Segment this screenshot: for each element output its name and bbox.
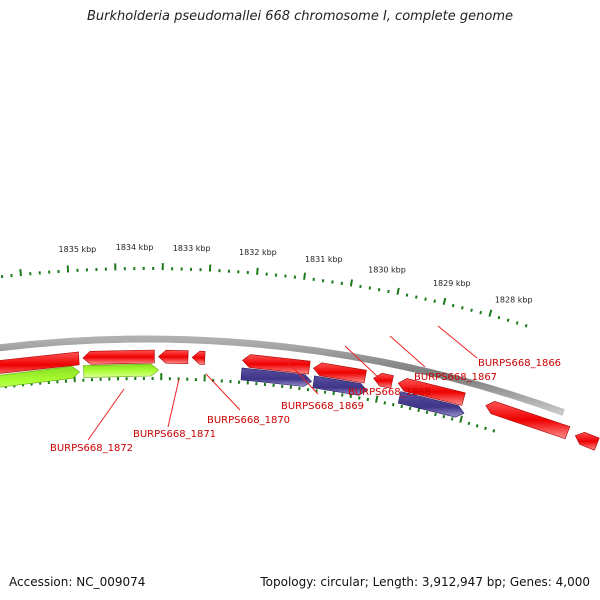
ruler-outer-ticks [0,263,528,328]
ruler-tick [459,415,463,423]
gene-arrow [0,365,81,388]
label-leader-line [87,388,125,441]
ruler-label: 1831 kbp [305,255,343,264]
ruler-tick [366,397,370,402]
ruler-tick [387,289,390,294]
ruler-tick [424,297,427,301]
ruler-tick [497,315,501,320]
ruler-tick [383,401,387,405]
ruler-tick [492,429,496,433]
label-leader-line [437,325,478,359]
ruler-tick [425,410,429,415]
ruler-tick [442,297,447,306]
ruler-tick [515,321,519,325]
map-title: Burkholderia pseudomallei 668 chromosome… [86,9,514,24]
ruler-tick [434,412,437,417]
label-leaders [87,325,478,441]
ruler-tick [341,393,344,397]
gene-label: BURPS668_1872 [50,443,133,454]
gene-arrow [158,349,189,365]
ruler-tick [256,267,259,275]
ruler-tick [442,414,446,419]
ruler-tick [19,269,22,277]
gene-arrow [191,350,206,365]
ruler-labels: 1828 kbp 1829 kbp 1830 kbp 1831 kbp 1832 kbp… [59,243,533,305]
ruler-tick [396,287,400,295]
gene-arrow [574,431,600,451]
gene-arrow [312,375,368,396]
ruler-tick [391,402,395,407]
ruler-tick [484,426,487,431]
gene-label: BURPS668_1869 [281,401,364,412]
gene-arrow [485,400,571,440]
ruler-label: 1830 kbp [368,265,406,274]
ruler-tick [451,303,455,308]
ruler-label: 1828 kbp [495,296,533,305]
ruler-tick [349,279,353,287]
gene-arrow [83,363,159,378]
ruler-tick [470,308,473,312]
ruler-inner-ticks [4,373,496,433]
gene-arrow [373,372,394,389]
gene-arrow [313,362,367,384]
label-leader-line [167,378,180,428]
ruler-label: 1829 kbp [433,279,471,288]
gene-label: BURPS668_1870 [207,415,290,426]
ruler-tick [377,288,381,292]
gene-label: BURPS668_1868 [348,387,431,398]
ruler-tick [488,309,493,317]
ruler-tick [408,406,412,411]
ruler-tick [415,295,418,299]
gene-label: BURPS668_1871 [133,429,216,440]
ruler-tick [303,272,306,280]
ruler-tick [368,286,372,290]
label-leader-line [205,373,241,411]
ruler-tick [400,404,403,409]
backbone-arc [0,335,565,416]
ruler-tick [479,310,483,315]
gene-arrow [0,351,80,374]
ruler-label: 1833 kbp [173,244,211,253]
ruler-tick [405,293,409,297]
ruler-tick [375,395,379,403]
gene-label: BURPS668_1866 [478,358,561,369]
ruler-label: 1832 kbp [239,248,277,257]
ruler-tick [331,280,334,284]
ruler-tick [475,424,479,428]
ruler-tick [349,394,352,399]
label-leader-line [344,345,379,378]
ruler-tick [524,324,528,328]
ruler-tick [359,284,362,289]
ruler-tick [358,396,361,400]
gene-arrow [397,378,466,406]
ruler-tick [461,306,464,310]
genome-summary-text: Topology: circular; Length: 3,912,947 bp… [260,575,590,589]
gene-arrow [82,349,155,365]
gene-arrow [397,391,465,418]
gene-label: BURPS668_1867 [414,372,497,383]
label-leader-line [389,335,426,368]
label-leader-line [283,357,319,395]
ruler-tick [467,421,471,426]
ruler-tick [450,417,454,421]
ruler-label: 1835 kbp [59,245,97,254]
gene-arrow [240,367,313,387]
ruler-tick [433,299,437,303]
chromosome-backbone [0,335,565,416]
ruler-tick [506,318,510,322]
accession-text: Accession: NC_009074 [9,575,146,589]
ruler-label: 1834 kbp [116,243,154,252]
gene-labels: BURPS668_1866 BURPS668_1867 BURPS668_1868 B… [50,358,561,454]
gene-arrow [242,354,311,375]
gene-track [0,349,600,451]
